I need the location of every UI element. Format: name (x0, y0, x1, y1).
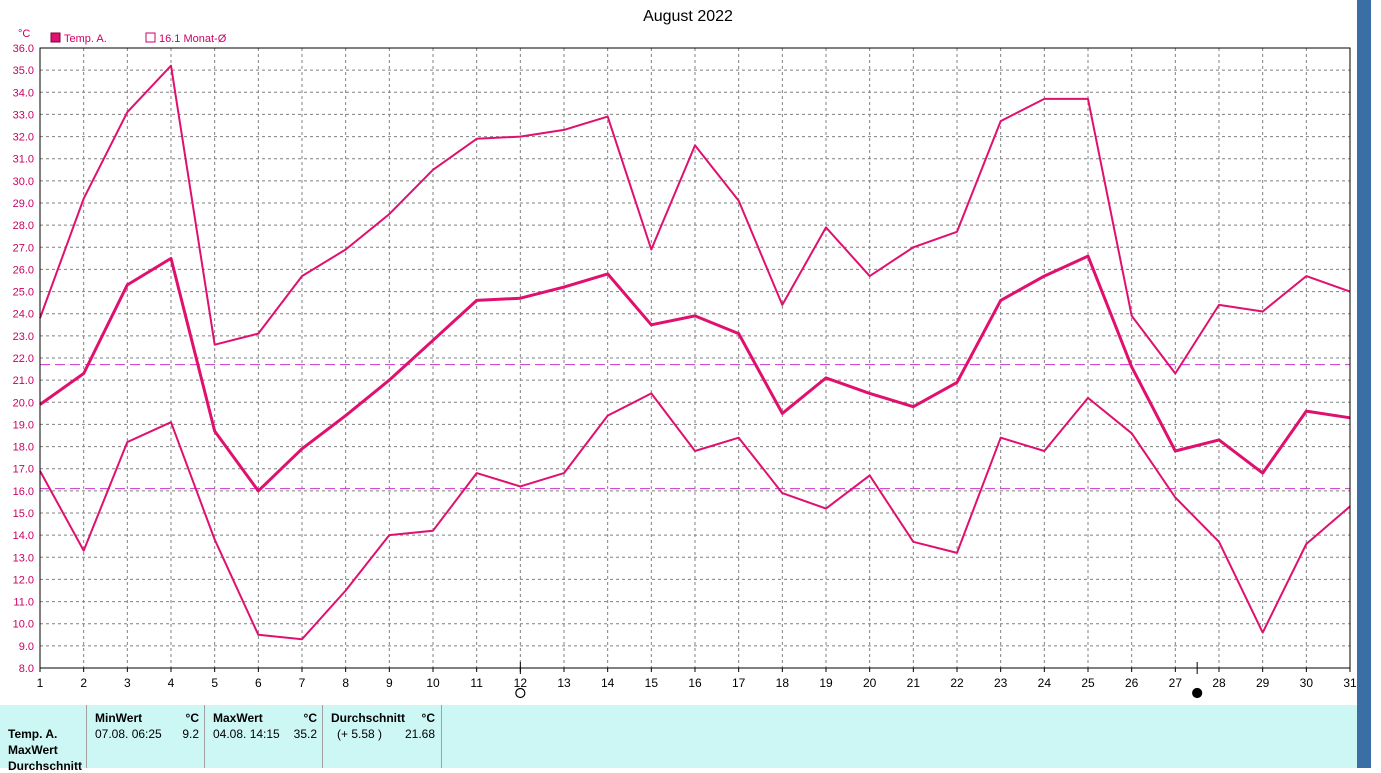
y-tick-label: 29.0 (13, 198, 34, 210)
y-tick-label: 24.0 (13, 309, 34, 321)
row-label-temp: Temp. A. (8, 727, 58, 741)
y-tick-label: 26.0 (13, 264, 34, 276)
x-tick-label: 30 (1300, 676, 1314, 690)
avg-unit: °C (421, 711, 435, 725)
x-tick-label: 15 (645, 676, 659, 690)
x-tick-label: 25 (1081, 676, 1095, 690)
y-tick-label: 25.0 (13, 287, 34, 299)
y-tick-label: 14.0 (13, 530, 34, 542)
legend-series-label: Temp. A. (64, 33, 107, 45)
y-tick-label: 31.0 (13, 154, 34, 166)
min-header: MinWert (95, 711, 143, 725)
x-tick-label: 14 (601, 676, 615, 690)
series-lines (39, 64, 1351, 641)
y-tick-label: 35.0 (13, 65, 34, 77)
x-tick-label: 19 (819, 676, 833, 690)
series-line (39, 392, 1351, 641)
y-tick-label: 16.0 (13, 486, 34, 498)
y-tick-label: 17.0 (13, 464, 34, 476)
y-tick-label: 21.0 (13, 375, 34, 387)
y-tick-label: 18.0 (13, 442, 34, 454)
x-tick-label: 11 (470, 676, 483, 690)
series-line (39, 64, 1351, 375)
x-tick-label: 13 (557, 676, 571, 690)
y-unit-label: °C (18, 28, 30, 40)
series-line (39, 254, 1351, 493)
row-label-max: MaxWert (8, 743, 58, 757)
max-unit: °C (303, 711, 317, 725)
x-tick-label: 9 (386, 676, 393, 690)
avg-diff: (+ 5.58 ) (337, 727, 383, 741)
min-unit: °C (185, 711, 199, 725)
legend-series-swatch (50, 32, 61, 43)
y-tick-label: 34.0 (13, 87, 34, 99)
x-tick-label: 20 (863, 676, 877, 690)
x-tick-label: 1 (37, 676, 44, 690)
x-tick-label: 22 (950, 676, 964, 690)
y-tick-label: 15.0 (13, 508, 34, 520)
y-tick-label: 33.0 (13, 109, 34, 121)
grid (39, 47, 1351, 669)
y-tick-label: 13.0 (13, 552, 34, 564)
x-tick-label: 26 (1125, 676, 1139, 690)
y-tick-label: 8.0 (19, 663, 34, 675)
x-tick-label: 21 (907, 676, 921, 690)
x-tick-label: 7 (299, 676, 306, 690)
y-tick-label: 10.0 (13, 619, 34, 631)
legend-avg-label: 16.1 Monat-Ø (159, 33, 227, 45)
temperature-chart: August 2022 °C Temp. A. 16.1 Monat-Ø 8.0… (12, 8, 1357, 699)
min-column: MinWert °C 07.08. 06:25 9.2 (86, 705, 205, 768)
y-tick-label: 12.0 (13, 574, 34, 586)
y-tick-label: 19.0 (13, 419, 34, 431)
y-tick-label: 23.0 (13, 331, 34, 343)
max-header: MaxWert (213, 711, 263, 725)
desktop-edge-strip (1371, 0, 1381, 768)
x-tick-label: 28 (1212, 676, 1226, 690)
x-tick-label: 17 (732, 676, 746, 690)
x-tick-label: 31 (1343, 676, 1357, 690)
y-tick-label: 9.0 (19, 641, 34, 653)
avg-header: Durchschnitt (331, 711, 406, 725)
x-tick-label: 23 (994, 676, 1008, 690)
y-tick-label: 30.0 (13, 176, 34, 188)
chart-title: August 2022 (643, 8, 733, 25)
avg-column: Durchschnitt °C (+ 5.58 ) 21.68 (322, 705, 442, 768)
x-tick-label: 12 (514, 676, 528, 690)
x-tick-label: 4 (168, 676, 175, 690)
legend-avg-swatch (145, 32, 156, 43)
x-tick-label: 3 (124, 676, 131, 690)
avg-value: 21.68 (404, 727, 435, 741)
row-label-avg: Durchschnitt (8, 759, 83, 773)
x-tick-label: 2 (80, 676, 87, 690)
new-moon-icon (1192, 687, 1203, 699)
x-tick-label: 24 (1038, 676, 1052, 690)
axes: 8.09.010.011.012.013.014.015.016.017.018… (13, 43, 1357, 699)
x-tick-label: 6 (255, 676, 262, 690)
max-datetime: 04.08. 14:15 (213, 727, 280, 741)
y-tick-label: 22.0 (13, 353, 34, 365)
x-tick-label: 29 (1256, 676, 1270, 690)
y-tick-label: 28.0 (13, 220, 34, 232)
y-tick-label: 36.0 (13, 43, 34, 55)
stats-panel: Temp. A. MaxWert Durchschnitt MinWert °C… (0, 705, 1357, 773)
max-column: MaxWert °C 04.08. 14:15 35.2 (204, 705, 323, 768)
y-tick-label: 20.0 (13, 397, 34, 409)
x-tick-label: 16 (688, 676, 702, 690)
y-tick-label: 11.0 (13, 597, 34, 609)
y-tick-label: 27.0 (13, 242, 34, 254)
x-tick-label: 10 (426, 676, 440, 690)
max-value: 35.2 (293, 727, 317, 741)
full-moon-icon (515, 687, 526, 699)
min-datetime: 07.08. 06:25 (95, 727, 162, 741)
x-tick-label: 18 (776, 676, 790, 690)
x-tick-label: 27 (1169, 676, 1183, 690)
y-tick-label: 32.0 (13, 132, 34, 144)
x-tick-label: 8 (342, 676, 349, 690)
plot-frame (39, 47, 1351, 669)
min-value: 9.2 (182, 727, 199, 741)
x-tick-label: 5 (211, 676, 218, 690)
